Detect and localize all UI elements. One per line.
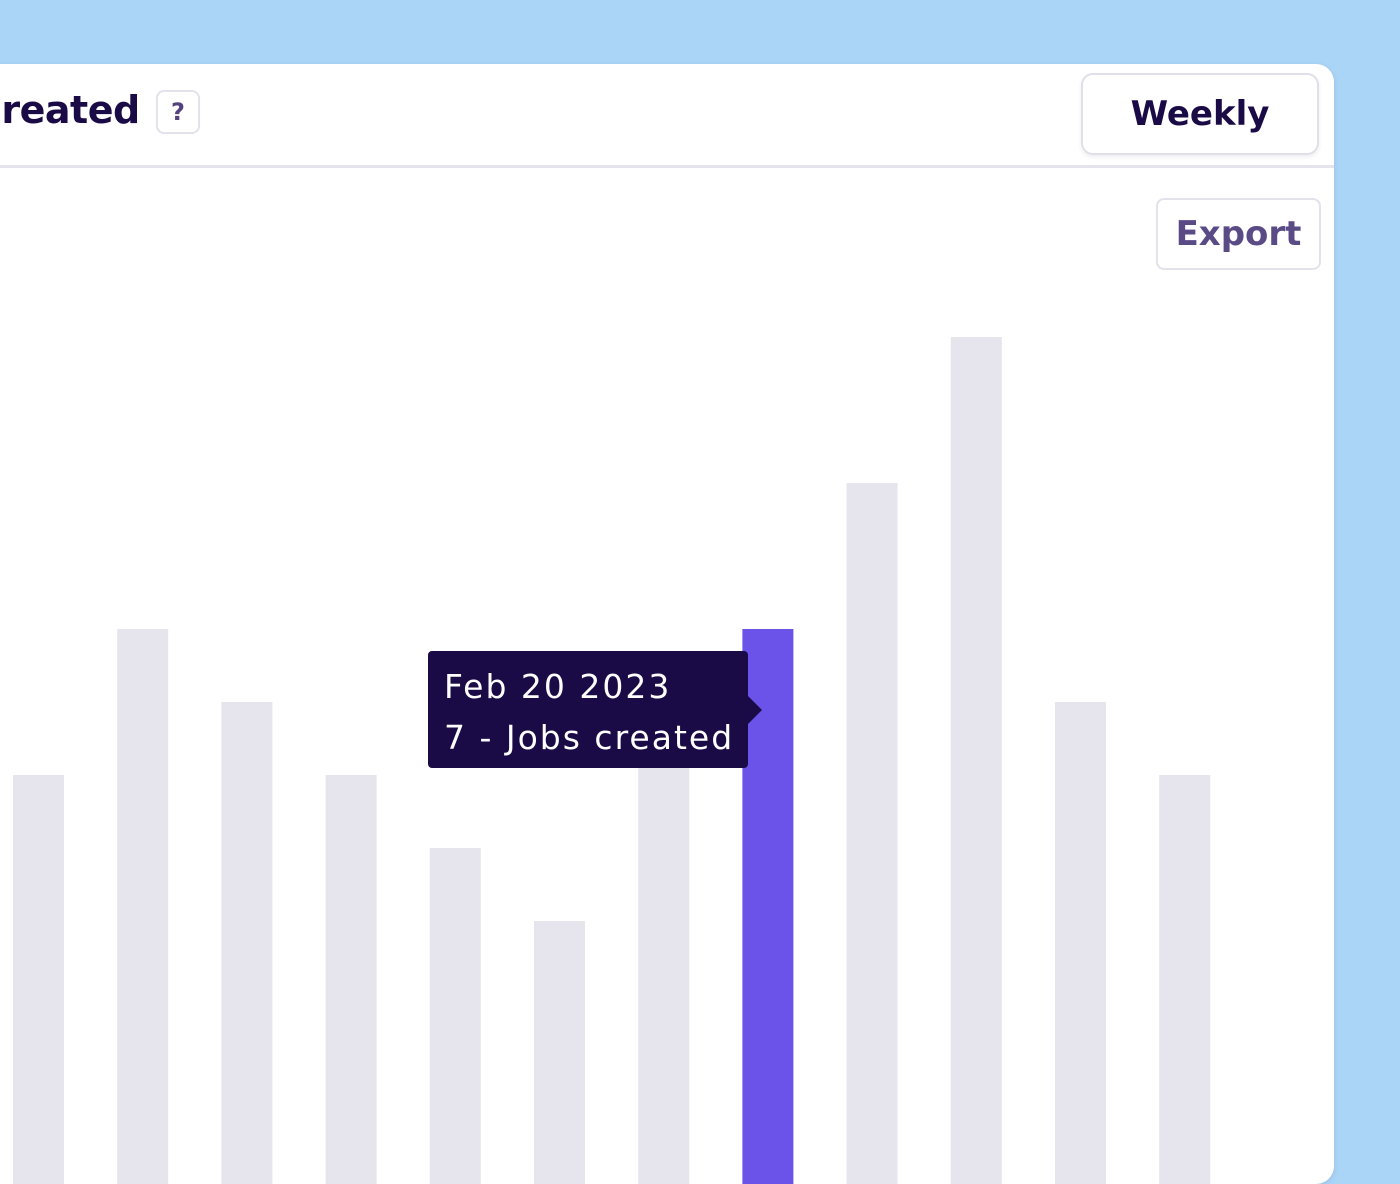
- bar-tooltip: Feb 20 2023 7 - Jobs created: [428, 651, 762, 768]
- bar[interactable]: [950, 337, 1002, 1184]
- bar[interactable]: [638, 702, 690, 1184]
- bar[interactable]: [534, 921, 585, 1184]
- chart-title: Created: [0, 88, 140, 132]
- bar[interactable]: [117, 629, 169, 1184]
- export-button[interactable]: Export: [1156, 198, 1321, 270]
- bar[interactable]: [1159, 775, 1211, 1184]
- bar[interactable]: [846, 483, 898, 1184]
- tooltip-date: Feb 20 2023: [444, 667, 672, 706]
- bar[interactable]: [221, 702, 273, 1184]
- jobs-created-card: Created ? Weekly Export Feb 20 2023 7 - …: [0, 64, 1334, 1184]
- card-header: Created ? Weekly: [0, 64, 1334, 168]
- period-select-button[interactable]: Weekly: [1081, 73, 1319, 155]
- bar[interactable]: [325, 775, 377, 1184]
- bar[interactable]: [429, 848, 481, 1184]
- bar[interactable]: [1055, 702, 1106, 1184]
- bar-chart: [13, 337, 1211, 1184]
- bar[interactable]: [13, 775, 64, 1184]
- tooltip-value: 7 - Jobs created: [444, 718, 735, 757]
- help-button[interactable]: ?: [156, 90, 200, 134]
